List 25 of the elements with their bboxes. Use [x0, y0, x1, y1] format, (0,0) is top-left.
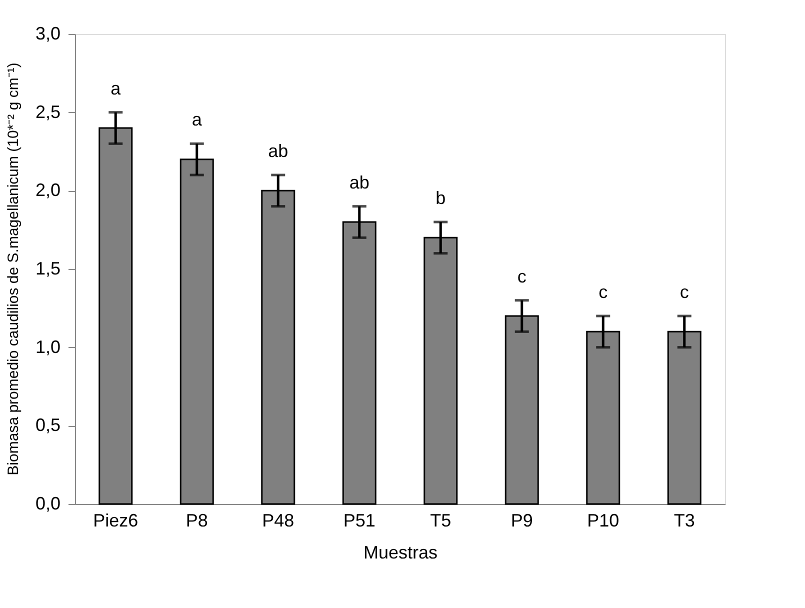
x-tick-label: P10	[587, 510, 620, 530]
x-tick-label: P51	[343, 510, 376, 530]
x-tick-label: P48	[262, 510, 294, 530]
annotation: c	[680, 282, 689, 302]
x-axis-title: Muestras	[363, 542, 438, 562]
x-tick-label: Piez6	[93, 510, 138, 530]
annotation: b	[436, 188, 446, 208]
y-tick-label: 2,0	[35, 180, 60, 200]
x-tick-label: P9	[510, 510, 533, 530]
annotation: ab	[268, 141, 288, 161]
y-tick-label: 0,5	[35, 415, 60, 436]
y-tick-label: 1,5	[35, 258, 60, 278]
y-tick-label: 0,0	[35, 494, 60, 514]
x-tick-label: T5	[430, 510, 452, 530]
annotation: a	[110, 78, 122, 98]
y-axis-title: Biomasa promedio caudilios de S.magellanicum (10*⁻² g cm⁻¹)	[5, 62, 22, 476]
x-tick-label: P8	[186, 510, 208, 530]
y-tick-label: 3,0	[35, 24, 60, 44]
annotation: c	[598, 282, 608, 302]
annotation: c	[517, 266, 526, 286]
y-tick-label: 2,5	[35, 102, 60, 122]
annotation: ab	[349, 172, 370, 192]
y-tick-label: 1,0	[35, 336, 60, 357]
x-tick-label: T3	[674, 510, 695, 530]
annotation: a	[192, 110, 203, 130]
